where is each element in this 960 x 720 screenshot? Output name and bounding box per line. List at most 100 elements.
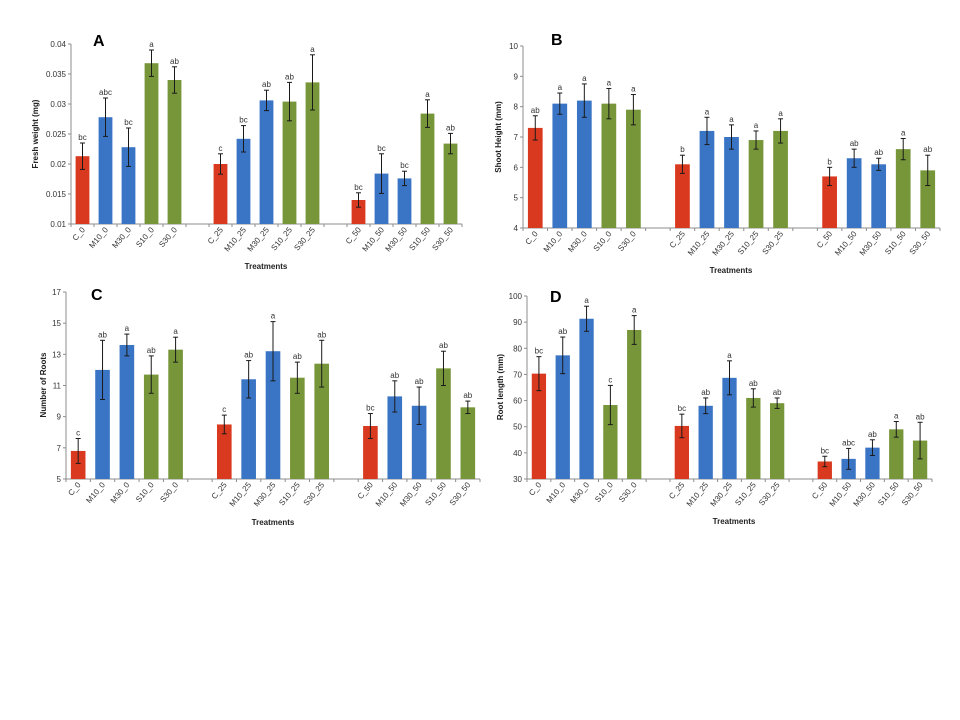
error-bar: [846, 447, 852, 470]
bar-c-25: [674, 425, 689, 479]
significance-letter: abc: [842, 438, 855, 447]
bar-s10-25: [282, 101, 297, 224]
significance-letter: a: [607, 78, 612, 87]
bar-c-25: [675, 164, 690, 228]
error-bar: [319, 339, 325, 388]
bar-m30-0: [579, 318, 594, 479]
x-tick-label: M10_0: [84, 480, 107, 505]
error-bar: [753, 130, 759, 150]
significance-letter: a: [558, 83, 563, 92]
error-bar: [560, 336, 566, 375]
significance-letter: ab: [916, 412, 925, 421]
x-tick-label: S10_0: [592, 229, 614, 253]
error-bar: [402, 170, 407, 187]
x-tick-label: C_25: [667, 480, 687, 501]
x-tick-label: C_25: [206, 225, 226, 246]
y-tick-label: 40: [513, 449, 522, 458]
significance-letter: bc: [366, 404, 374, 413]
error-bar: [536, 356, 542, 392]
bar-c-50: [363, 426, 378, 479]
significance-letter: bc: [678, 404, 686, 413]
error-bar: [827, 166, 833, 187]
error-bar: [241, 125, 246, 153]
error-bar: [631, 315, 637, 345]
x-tick-label: S30_50: [430, 225, 455, 252]
significance-letter: ab: [147, 346, 156, 355]
error-bar: [822, 455, 828, 468]
y-tick-label: 0.025: [46, 130, 67, 139]
bar-m30-0: [119, 344, 135, 479]
bar-s30-50: [920, 170, 936, 228]
x-tick-label: S10_50: [407, 225, 432, 252]
bar-m30-25: [265, 351, 281, 479]
significance-letter: a: [310, 45, 315, 54]
significance-letter: ab: [262, 80, 271, 89]
x-tick-label: M10_25: [685, 480, 711, 508]
significance-letter: bc: [78, 133, 86, 142]
significance-letter: ab: [868, 430, 877, 439]
significance-letter: ab: [701, 388, 710, 397]
y-tick-label: 5: [57, 475, 62, 484]
bar-s10-50: [895, 149, 911, 228]
y-tick-label: 0.015: [46, 190, 67, 199]
x-tick-label: M30_50: [384, 225, 410, 253]
significance-letter: a: [149, 40, 154, 49]
bar-s10-0: [143, 374, 159, 479]
significance-letter: bc: [821, 446, 829, 455]
bar-s30-25: [314, 363, 330, 479]
bar-s30-0: [627, 329, 642, 479]
bar-m30-25: [724, 137, 739, 228]
error-bar: [416, 386, 422, 425]
x-tick-label: S10_0: [134, 225, 156, 249]
bar-m10-0: [95, 369, 110, 479]
x-tick-label: M30_25: [711, 229, 737, 257]
x-tick-label: C_0: [66, 480, 83, 497]
significance-letter: a: [125, 324, 130, 333]
error-bar: [876, 157, 882, 171]
error-bar: [392, 380, 398, 413]
significance-letter: a: [754, 121, 759, 130]
significance-letter: c: [608, 375, 612, 384]
error-bar: [557, 92, 563, 115]
panel-a: A Fresh weight (mg) Treatments 0.01 0.015…: [31, 33, 463, 271]
significance-letter: a: [632, 306, 637, 315]
error-bar: [294, 361, 300, 394]
bar-c-50: [822, 176, 837, 228]
y-tick-label: 90: [513, 318, 522, 327]
significance-letter: abc: [99, 88, 112, 97]
significance-letter: ab: [390, 371, 399, 380]
x-tick-label: M10_25: [686, 229, 712, 257]
y-tick-label: 0.02: [50, 160, 66, 169]
significance-letter: a: [705, 107, 710, 116]
y-tick-label: 8: [514, 103, 519, 112]
significance-letter: ab: [98, 330, 107, 339]
significance-letter: ab: [749, 379, 758, 388]
bar-c-0: [70, 450, 86, 479]
error-bar: [448, 132, 453, 155]
bar-m10-50: [387, 396, 403, 479]
significance-letter: a: [729, 115, 734, 124]
x-tick-label: C_50: [344, 225, 364, 246]
x-tick-label: C_0: [523, 229, 540, 246]
x-tick-label: S30_0: [157, 225, 179, 249]
bar-m10-50: [846, 158, 862, 228]
significance-letter: a: [727, 351, 732, 360]
x-tick-label: S30_0: [616, 229, 638, 253]
significance-letter: a: [425, 90, 430, 99]
x-tick-label: S30_0: [617, 480, 639, 504]
bar-s10-0: [144, 63, 159, 225]
error-bar: [532, 115, 538, 141]
x-tick-label: S30_25: [760, 229, 785, 256]
error-bar: [126, 127, 131, 167]
y-tick-label: 100: [509, 292, 523, 301]
y-tick-label: 30: [513, 475, 522, 484]
significance-letter: a: [631, 85, 636, 94]
x-tick-label: M10_50: [361, 225, 387, 253]
x-tick-label: C_0: [527, 480, 544, 497]
panel-d: D Root length (mm) Treatments 30 40 50 60 70…: [496, 289, 933, 526]
bar-m30-50: [871, 164, 887, 228]
bar-m10-25: [241, 379, 256, 479]
bar-c-50: [351, 200, 366, 224]
x-tick-label: M30_0: [110, 225, 133, 250]
bar-m30-0: [576, 100, 592, 228]
